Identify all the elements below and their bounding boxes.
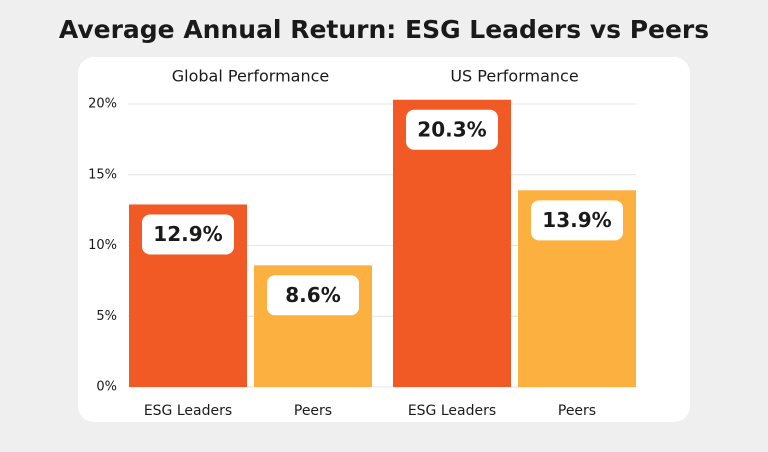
y-tick-label: 5% <box>96 309 117 324</box>
group-label: US Performance <box>450 67 578 86</box>
value-label: 12.9% <box>153 222 222 246</box>
y-tick-label: 15% <box>88 167 117 182</box>
x-tick-label: Peers <box>558 403 596 419</box>
value-label: 20.3% <box>417 117 486 141</box>
value-label: 8.6% <box>285 283 340 307</box>
y-tick-label: 0% <box>96 380 117 395</box>
y-tick-label: 10% <box>88 238 117 253</box>
value-label-box <box>531 200 623 241</box>
value-label-box <box>267 275 359 316</box>
x-tick-label: Peers <box>294 403 332 419</box>
group-label: Global Performance <box>172 67 330 86</box>
y-tick-label: 20% <box>88 97 117 112</box>
x-tick-label: ESG Leaders <box>144 403 232 419</box>
value-label: 13.9% <box>542 208 611 232</box>
chart-title: Average Annual Return: ESG Leaders vs Pe… <box>59 15 709 44</box>
x-tick-label: ESG Leaders <box>408 403 496 419</box>
value-label-box <box>142 214 234 255</box>
value-label-box <box>406 109 498 150</box>
